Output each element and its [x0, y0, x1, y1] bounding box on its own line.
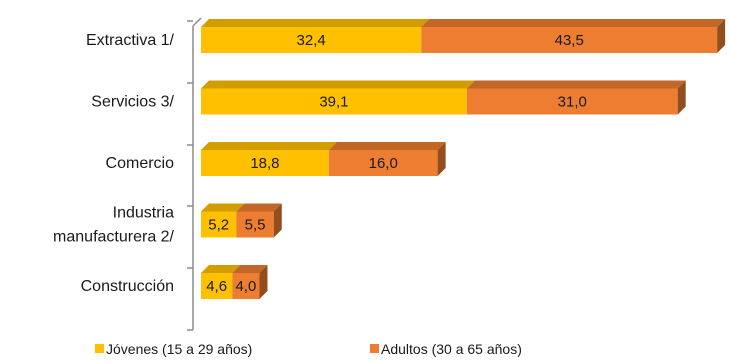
data-label: 18,8 — [250, 155, 279, 172]
bar-adultos — [328, 150, 438, 176]
category-label: Comercio — [106, 155, 175, 172]
bar-top-jovenes — [201, 19, 430, 27]
bar-jovenes — [201, 27, 422, 53]
category-label: Servicios 3/ — [91, 94, 174, 111]
category-label: Extractiva 1/ — [86, 32, 175, 49]
category-label: Industria manufacturera 2/ — [53, 205, 175, 246]
category-axis — [187, 17, 202, 331]
bar-adultos — [232, 273, 260, 299]
bar-jovenes — [201, 88, 467, 115]
bar-side — [259, 265, 268, 299]
data-label: 5,2 — [208, 217, 229, 234]
legend: Jóvenes (15 a 29 años) Adultos (30 a 65 a… — [95, 341, 522, 357]
bar-top-adultos — [466, 80, 686, 89]
bar-side — [273, 203, 282, 238]
bar-side — [437, 142, 446, 176]
bar-adultos — [466, 88, 678, 115]
legend-label-adultos: Adultos (30 a 65 años) — [381, 341, 522, 357]
bar-jovenes — [201, 150, 329, 176]
bar-top-jovenes — [201, 203, 245, 212]
bars-group: 32,4 43,5 39,1 31,0 18,8 16,0 5,2 5,5 4,6 4,0 — [201, 19, 726, 299]
axis-depth-top — [192, 17, 202, 27]
bar-jovenes — [201, 211, 237, 238]
bar-adultos — [421, 27, 718, 53]
legend-swatch-adultos — [370, 344, 379, 353]
category-labels: Extractiva 1/Servicios 3/Comercio Industr… — [53, 32, 175, 295]
data-label: 4,6 — [206, 278, 227, 295]
data-label: 31,0 — [558, 94, 587, 111]
bar-top-jovenes — [201, 142, 337, 150]
bar-top-adultos — [236, 203, 282, 212]
legend-label-jovenes: Jóvenes (15 a 29 años) — [106, 341, 252, 357]
bar-top-jovenes — [201, 265, 241, 273]
bar-top-adultos — [328, 142, 446, 150]
bar-side — [677, 80, 686, 115]
bar-adultos — [236, 211, 274, 238]
bar-top-adultos — [232, 265, 268, 273]
data-label: 32,4 — [297, 32, 326, 49]
bar-side — [717, 19, 726, 53]
data-label: 39,1 — [319, 94, 348, 111]
bar-jovenes — [201, 273, 233, 299]
bar-top-jovenes — [201, 80, 475, 89]
data-label: 43,5 — [555, 32, 584, 49]
data-label: 5,5 — [245, 217, 266, 234]
bar-top-adultos — [421, 19, 726, 27]
data-label: 16,0 — [369, 155, 398, 172]
category-label: Construcción — [81, 278, 174, 295]
legend-swatch-jovenes — [95, 344, 104, 353]
data-label: 4,0 — [235, 278, 256, 295]
